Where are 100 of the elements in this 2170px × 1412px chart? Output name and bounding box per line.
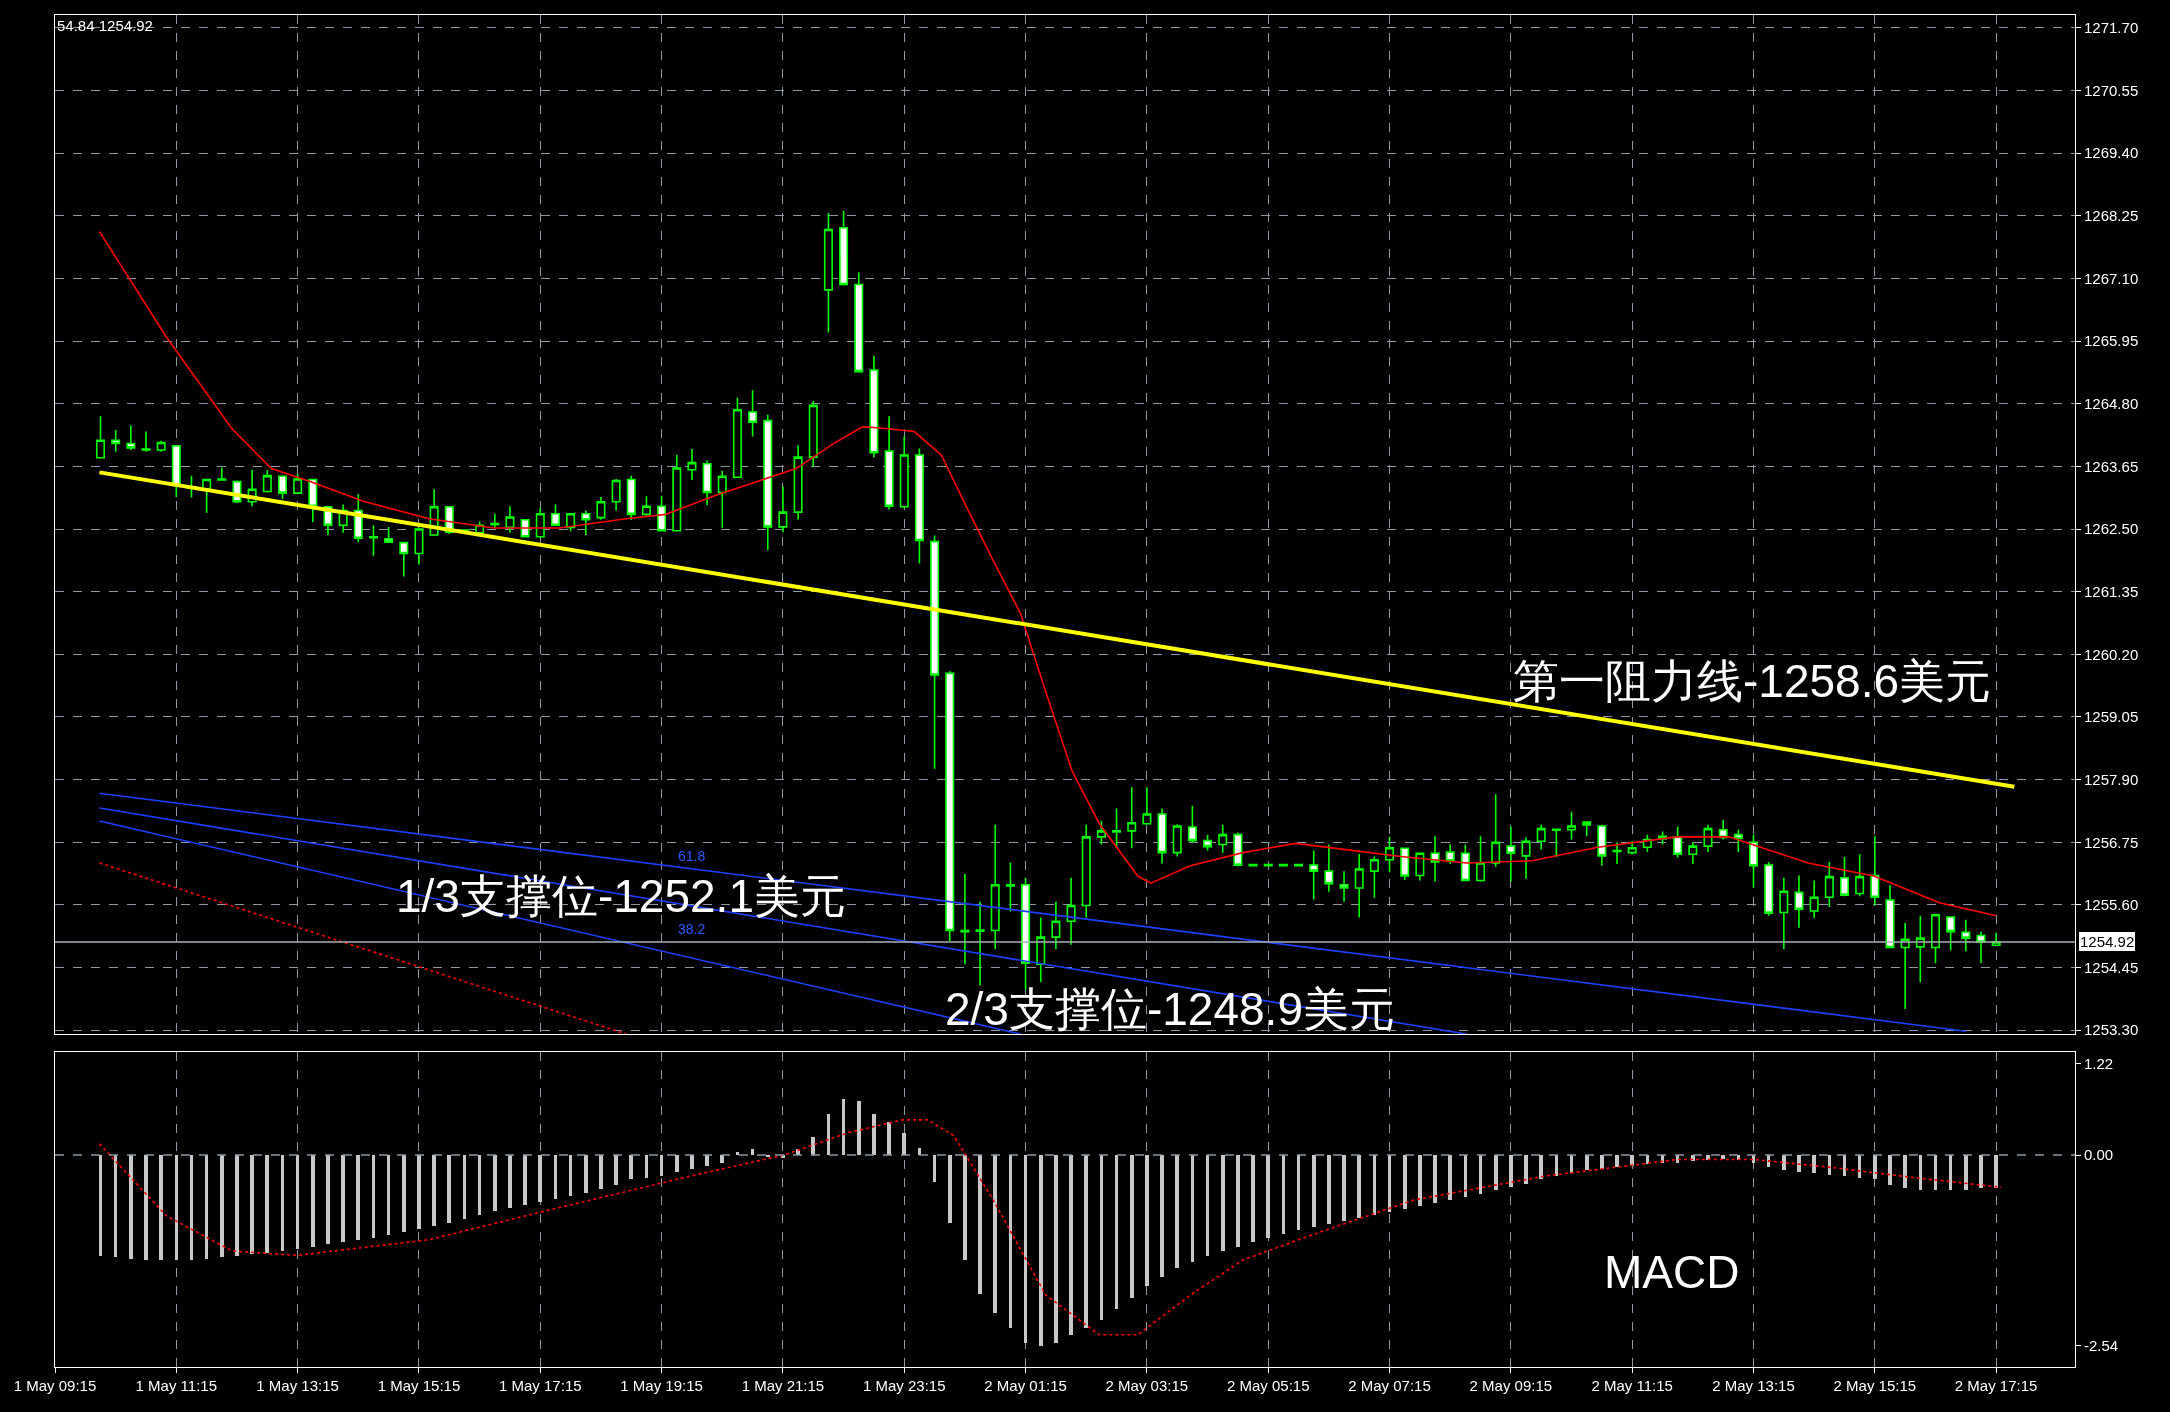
y-tick-label: 1255.60 <box>2084 896 2139 914</box>
candlestick <box>1794 874 1804 929</box>
candlestick <box>1036 916 1046 984</box>
candlestick <box>1309 849 1319 901</box>
x-tick-label: 2 May 13:15 <box>1712 1377 1795 1394</box>
bar <box>963 1154 967 1260</box>
candlestick <box>490 513 500 529</box>
candlestick <box>945 670 955 942</box>
annotation: MACD <box>1604 1246 1740 1298</box>
bar <box>1403 1154 1407 1209</box>
y-tick-label: 1270.55 <box>2084 81 2139 99</box>
bar <box>948 1154 952 1223</box>
bar <box>508 1154 512 1208</box>
bar <box>1115 1154 1118 1309</box>
candlestick <box>1415 852 1425 882</box>
candlestick <box>839 210 849 286</box>
x-tick-label: 2 May 01:15 <box>984 1377 1067 1394</box>
candlestick <box>1096 820 1106 846</box>
bar <box>705 1154 709 1166</box>
x-tick-label: 1 May 11:15 <box>135 1377 218 1394</box>
bar <box>1054 1154 1058 1343</box>
candlestick <box>1218 824 1228 854</box>
bar <box>720 1154 724 1163</box>
bar <box>538 1154 542 1202</box>
candlestick <box>1127 786 1137 850</box>
bar <box>1479 1154 1482 1194</box>
bar <box>1130 1154 1134 1298</box>
bar <box>1509 1154 1513 1187</box>
bar <box>1191 1154 1194 1262</box>
y-tick-label: 1.22 <box>2084 1054 2114 1072</box>
candlestick <box>1081 824 1091 919</box>
candlestick <box>748 389 758 438</box>
candlestick <box>1612 841 1622 865</box>
candlestick <box>384 526 394 543</box>
x-tick-label: 2 May 03:15 <box>1105 1377 1189 1394</box>
bar <box>235 1154 239 1256</box>
candlestick <box>899 435 909 510</box>
y-tick-label: 1257.90 <box>2084 770 2139 788</box>
bar <box>159 1154 163 1260</box>
bar <box>1388 1154 1391 1212</box>
bar <box>463 1154 466 1219</box>
candlestick <box>1066 876 1076 946</box>
y-tick-label: 1254.45 <box>2084 958 2139 976</box>
bar <box>1570 1154 1573 1173</box>
y-tick-label: 1264.80 <box>2084 395 2139 413</box>
candlestick <box>1779 876 1789 950</box>
bar <box>1585 1154 1589 1170</box>
x-tick-label: 2 May 15:15 <box>1833 1377 1917 1394</box>
candlestick <box>1551 827 1561 858</box>
bar <box>978 1154 982 1294</box>
candlestick <box>1354 853 1364 919</box>
x-tick-label: 2 May 17:15 <box>1954 1377 2038 1394</box>
bar <box>1812 1154 1816 1173</box>
candlestick <box>1263 863 1273 867</box>
bar <box>1448 1154 1452 1200</box>
candlestick <box>1930 913 1940 965</box>
bar <box>129 1154 133 1259</box>
bar <box>1160 1154 1164 1277</box>
bar <box>1357 1154 1361 1218</box>
bar <box>1342 1154 1346 1221</box>
y-tick-label: -2.54 <box>2084 1336 2119 1354</box>
candlestick <box>1915 915 1925 984</box>
candlestick <box>1567 810 1577 841</box>
bar <box>857 1100 861 1155</box>
bar <box>493 1154 497 1211</box>
candlestick <box>869 355 879 458</box>
bar <box>1236 1154 1240 1247</box>
candlestick <box>1627 840 1637 856</box>
candlestick <box>1536 824 1546 851</box>
bar <box>1949 1154 1952 1190</box>
candlestick <box>808 400 818 468</box>
bar <box>432 1154 436 1226</box>
candlestick <box>505 505 515 534</box>
candlestick <box>1294 863 1304 867</box>
bar <box>1494 1154 1498 1190</box>
candlestick <box>1142 786 1152 826</box>
candlestick <box>1809 879 1819 919</box>
bar <box>1039 1154 1043 1346</box>
bar <box>326 1154 330 1244</box>
bar <box>220 1154 224 1257</box>
bar <box>1282 1154 1285 1234</box>
bar <box>281 1154 284 1251</box>
bar <box>675 1154 679 1172</box>
candlestick <box>1187 804 1197 844</box>
bar <box>993 1154 997 1313</box>
x-tick-label: 2 May 09:15 <box>1469 1377 1553 1394</box>
candlestick <box>156 440 166 453</box>
bar <box>402 1154 406 1232</box>
bar <box>1221 1154 1225 1251</box>
candlestick <box>1233 831 1243 868</box>
bar <box>645 1154 648 1178</box>
bar <box>311 1154 315 1247</box>
x-tick-label: 1 May 17:15 <box>499 1377 582 1394</box>
candlestick <box>914 447 924 565</box>
y-tick-label: 1263.65 <box>2084 457 2139 475</box>
x-tick-label: 1 May 15:15 <box>377 1377 461 1394</box>
bar <box>1979 1154 1983 1188</box>
bar <box>766 1154 770 1157</box>
bar <box>1084 1154 1088 1328</box>
candlestick <box>717 469 727 529</box>
